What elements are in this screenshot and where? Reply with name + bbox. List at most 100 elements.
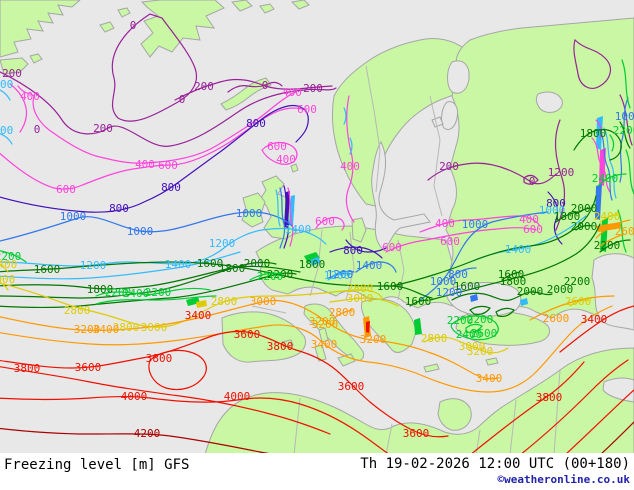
contour-line-red: [148, 349, 207, 391]
contour-line-darkgreen: [451, 291, 553, 301]
contour-label: 3200: [360, 333, 387, 346]
contour-label: 1600: [498, 268, 525, 281]
contour-line-cyan: [0, 251, 241, 280]
contour-line-blue: [329, 270, 355, 279]
contour-label: 1200: [0, 78, 13, 91]
contour-label: 4200: [134, 427, 161, 440]
land-area: [140, 0, 225, 58]
contour-label: 2600: [471, 327, 498, 340]
contour-label: 600: [158, 159, 178, 172]
contour-line-magenta: [261, 141, 298, 165]
contour-label: 2200: [0, 250, 21, 263]
land-area: [314, 344, 327, 362]
map-title: Freezing level [m] GFS: [4, 457, 190, 473]
contour-line-darkgreen: [575, 224, 593, 231]
contour-label: 2200: [145, 286, 172, 299]
contour-label: 600: [315, 215, 335, 228]
country-border: [429, 95, 443, 217]
contour-line-navy: [547, 191, 563, 245]
contour-label: 400: [276, 153, 296, 166]
land-area: [331, 37, 467, 207]
contour-label: 2200: [564, 275, 591, 288]
contour-label: 200: [303, 82, 323, 95]
contour-label: 3600: [234, 328, 261, 341]
contour-label: 1200: [209, 237, 236, 250]
contour-label: 2000: [571, 202, 598, 215]
contour-label: 800: [343, 244, 363, 257]
contour-label: 1400: [356, 259, 383, 272]
contour-line-darkgreen: [575, 207, 593, 215]
contour-label: 800: [109, 202, 129, 215]
terrain-highlight: [595, 184, 602, 220]
contour-label: 1600: [197, 257, 224, 270]
land-area: [318, 327, 329, 343]
contour-line-green: [625, 149, 634, 195]
sea-area: [535, 91, 563, 113]
contour-label: 1000: [615, 110, 634, 123]
contour-line-cyan: [603, 127, 617, 199]
contour-label: 1200: [436, 286, 463, 299]
contour-line-yellow: [0, 282, 383, 328]
terrain-highlight: [196, 300, 207, 308]
contour-line-green: [95, 295, 217, 305]
contour-line-cyan: [343, 107, 347, 125]
contour-label: 3200: [309, 315, 336, 328]
contour-line-darkred: [601, 421, 634, 453]
terrain-highlight: [284, 191, 290, 228]
contour-label: 200: [439, 160, 459, 173]
contour-line-magenta: [591, 137, 611, 193]
contour-line-darkgreen: [0, 261, 277, 299]
land-area: [0, 57, 29, 75]
contour-line-yellow: [0, 263, 9, 273]
country-border: [553, 369, 561, 453]
contour-line-darkgreen: [501, 271, 521, 281]
land-area: [0, 0, 81, 58]
land-area: [117, 7, 131, 18]
contour-line-green: [465, 323, 483, 333]
contour-label: 3200: [74, 323, 101, 336]
contour-label: 1600: [34, 263, 61, 276]
contour-line-purple: [174, 78, 333, 101]
sea-area: [431, 116, 444, 128]
contour-line-red: [559, 305, 634, 353]
contour-label: 0: [262, 79, 269, 92]
land-area: [290, 0, 310, 10]
contour-label: 3000: [347, 292, 374, 305]
land-area: [337, 353, 356, 367]
contour-line-purple: [523, 174, 539, 185]
country-border: [509, 399, 517, 453]
contour-label: 1800: [554, 210, 581, 223]
contour-label: 3800: [14, 362, 41, 375]
contour-label: 2000: [244, 257, 271, 270]
contour-label: 2200: [613, 124, 634, 137]
contour-line-magenta: [385, 227, 537, 253]
country-border: [293, 397, 301, 453]
contour-label: 800: [161, 181, 181, 194]
contour-label: 3400: [311, 338, 338, 351]
terrain-highlight: [304, 252, 320, 263]
contour-line-orange: [333, 309, 353, 319]
contour-line-darkgreen: [0, 272, 297, 309]
contour-label: 200: [2, 67, 22, 80]
land-area: [99, 21, 115, 33]
contour-label: 2200: [594, 239, 621, 252]
contour-line-red: [521, 359, 629, 453]
contour-label: 0: [34, 123, 41, 136]
copyright-link[interactable]: ©weatheronline.co.uk: [497, 473, 630, 486]
contour-label: 2800: [211, 295, 238, 308]
contour-label: 2800: [347, 282, 374, 295]
sea-area: [602, 377, 634, 403]
contour-line-yellow: [599, 213, 619, 223]
contour-line-yellow: [423, 336, 509, 354]
contour-label: 3000: [459, 340, 486, 353]
contour-label: 2400: [594, 210, 621, 223]
land-area: [351, 217, 367, 243]
contour-label: 1600: [454, 280, 481, 293]
land-area: [255, 225, 461, 309]
contour-line-darkgreen: [619, 121, 631, 149]
contour-line-magenta: [595, 119, 602, 139]
contour-label: 1200: [0, 124, 13, 137]
contour-label: 1000: [430, 275, 457, 288]
land-area: [423, 363, 440, 373]
